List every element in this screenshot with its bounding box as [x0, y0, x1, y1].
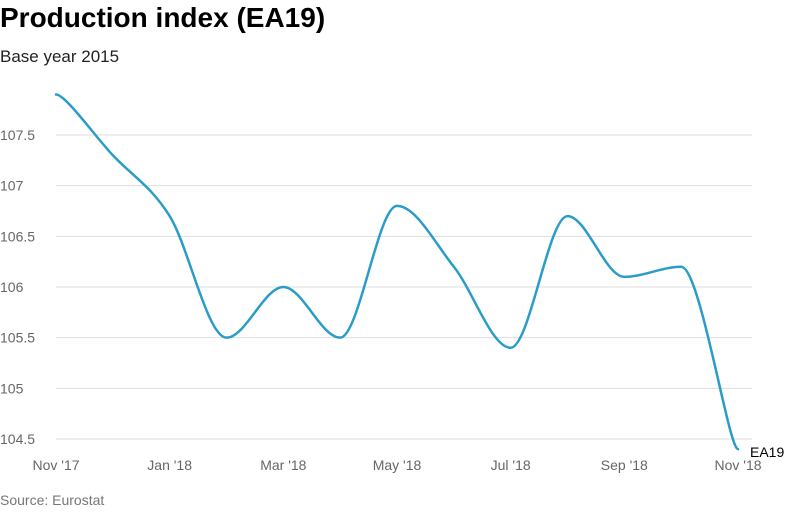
series-line-ea19: [54, 93, 740, 451]
y-tick-label: 107: [0, 178, 24, 194]
x-axis-ticks: Nov '17 Jan '18 Mar '18 May '18 Jul '18 Sep '…: [32, 457, 761, 473]
x-tick-label: Jul '18: [491, 457, 531, 473]
chart-title: Production index (EA19): [0, 2, 326, 33]
x-tick-label: Nov '18: [714, 457, 761, 473]
series-end-label: EA19: [750, 444, 784, 460]
y-tick-label: 105.5: [0, 330, 35, 346]
y-axis-ticks: 104.5 105 105.5 106 106.5 107 107.5: [0, 127, 35, 447]
gridlines: [56, 134, 752, 440]
y-tick-label: 107.5: [0, 127, 35, 143]
x-tick-label: May '18: [373, 457, 422, 473]
y-tick-label: 105: [0, 380, 24, 396]
y-tick-label: 106: [0, 279, 24, 295]
chart-subtitle: Base year 2015: [0, 47, 120, 66]
y-tick-label: 106.5: [0, 228, 35, 244]
series-group: EA19: [54, 93, 784, 460]
x-tick-label: Nov '17: [32, 457, 79, 473]
x-tick-label: Mar '18: [260, 457, 306, 473]
y-tick-label: 104.5: [0, 431, 35, 447]
x-tick-label: Jan '18: [147, 457, 192, 473]
chart-source: Source: Eurostat: [0, 492, 105, 508]
x-tick-label: Sep '18: [601, 457, 648, 473]
